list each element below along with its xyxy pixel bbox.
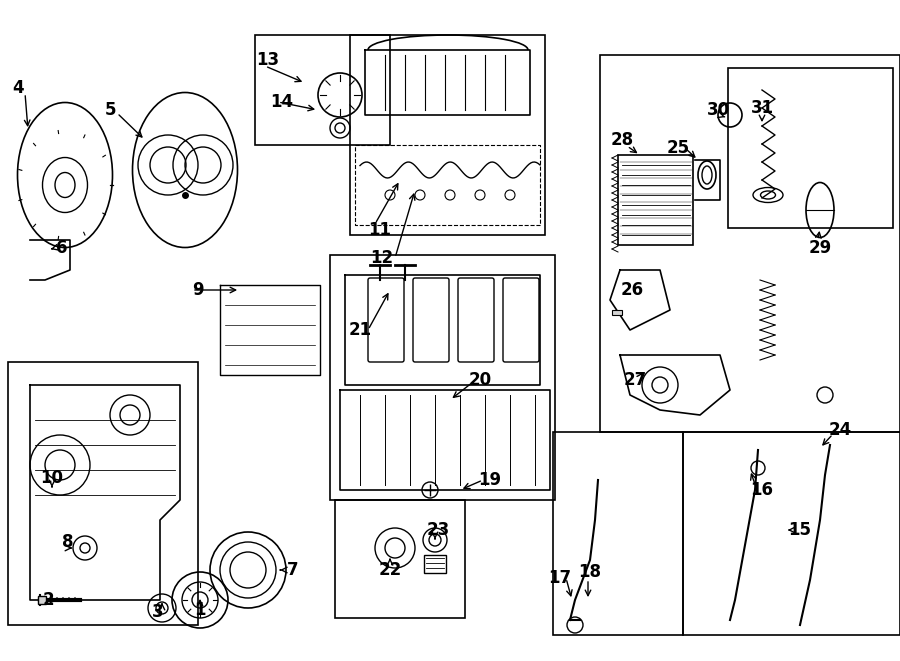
Bar — [612, 310, 622, 315]
Text: 15: 15 — [788, 521, 812, 539]
Text: 9: 9 — [193, 281, 203, 299]
Bar — [350, 35, 545, 235]
Text: 10: 10 — [40, 469, 64, 487]
Text: 2: 2 — [42, 591, 54, 609]
Bar — [618, 155, 693, 245]
Bar — [330, 255, 555, 500]
Bar — [683, 432, 900, 635]
Text: 8: 8 — [62, 533, 74, 551]
Bar — [335, 500, 465, 618]
Text: 31: 31 — [751, 99, 774, 117]
Text: 7: 7 — [287, 561, 299, 579]
Bar — [255, 35, 390, 145]
Bar — [600, 55, 900, 432]
Text: 25: 25 — [666, 139, 689, 157]
Text: 18: 18 — [579, 563, 601, 581]
Text: 12: 12 — [371, 249, 393, 267]
Text: 5: 5 — [104, 101, 116, 119]
FancyBboxPatch shape — [38, 596, 46, 604]
Text: 6: 6 — [56, 239, 68, 257]
Text: 29: 29 — [808, 239, 832, 257]
Text: 3: 3 — [152, 603, 164, 621]
Bar — [8, 362, 198, 625]
Text: 4: 4 — [13, 79, 23, 97]
Text: 22: 22 — [378, 561, 401, 579]
Text: 14: 14 — [270, 93, 293, 111]
Text: 27: 27 — [624, 371, 646, 389]
Text: 23: 23 — [427, 521, 450, 539]
Bar — [728, 68, 893, 228]
Text: 16: 16 — [751, 481, 773, 499]
Text: 19: 19 — [479, 471, 501, 489]
Text: 17: 17 — [548, 569, 572, 587]
Text: 1: 1 — [194, 601, 206, 619]
Text: 28: 28 — [610, 131, 634, 149]
Text: 24: 24 — [828, 421, 851, 439]
Text: 21: 21 — [348, 321, 372, 339]
Bar — [553, 432, 683, 635]
Text: 13: 13 — [256, 51, 280, 69]
Text: 20: 20 — [468, 371, 491, 389]
Bar — [424, 555, 446, 573]
Text: 11: 11 — [368, 221, 392, 239]
Text: 26: 26 — [620, 281, 643, 299]
Text: 30: 30 — [706, 101, 730, 119]
